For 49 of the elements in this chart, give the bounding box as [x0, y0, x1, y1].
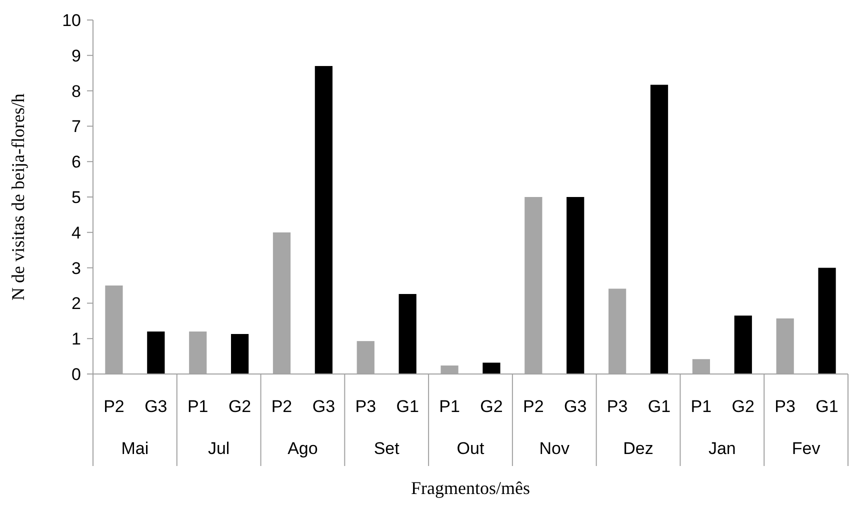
x-tick-label: P2: [104, 397, 124, 416]
bar: [566, 197, 584, 374]
x-tick-label: G1: [816, 397, 838, 416]
x-tick-label: P2: [523, 397, 544, 416]
x-tick-label: P3: [774, 397, 796, 416]
x-tick-label: P2: [271, 397, 292, 416]
y-tick-label: 0: [72, 364, 81, 384]
x-tick-label: G3: [312, 397, 336, 416]
x-tick-label: P3: [355, 397, 376, 416]
bar: [230, 334, 249, 374]
bar: [818, 268, 836, 374]
bar: [734, 316, 752, 374]
y-tick-label: 10: [62, 10, 81, 30]
y-axis-title: N de visitas de beija-flores/h: [8, 94, 28, 300]
y-tick-label: 6: [72, 152, 81, 172]
y-tick-label: 9: [72, 46, 81, 66]
x-tick-label: G3: [144, 397, 168, 416]
x-tick-label: G2: [480, 397, 503, 416]
text: Ago: [288, 439, 318, 458]
y-tick-label: 4: [72, 223, 81, 242]
x-axis-title: Fragmentos/mês: [411, 478, 530, 498]
y-tick-label: 5: [72, 188, 81, 207]
x-tick-label: P1: [439, 397, 460, 416]
bar: [147, 332, 165, 374]
bar: [650, 84, 668, 374]
y-tick-label: 8: [72, 82, 81, 101]
x-tick-label: G2: [228, 397, 252, 416]
x-tick-label: P1: [187, 397, 208, 416]
y-tick-label: 1: [72, 330, 81, 349]
x-tick-label: P1: [690, 397, 712, 416]
bar: [482, 362, 500, 374]
text: Set: [374, 439, 400, 458]
text: Jul: [208, 439, 230, 458]
x-tick-label: G3: [564, 397, 587, 416]
bar: [314, 66, 333, 374]
x-tick-label: G1: [648, 397, 671, 416]
text: Fev: [792, 439, 821, 458]
y-tick-label: 7: [72, 117, 81, 136]
text: Out: [456, 439, 484, 458]
x-tick-label: G2: [732, 397, 754, 416]
text: Dez: [623, 439, 654, 458]
bar: [398, 294, 416, 374]
y-tick-label: 2: [72, 294, 81, 314]
text: Mai: [121, 439, 149, 458]
x-tick-label: G1: [396, 397, 419, 416]
text: Jan: [708, 439, 736, 458]
y-tick-label: 3: [72, 258, 81, 278]
x-tick-label: P3: [606, 397, 628, 416]
text: Nov: [539, 439, 570, 458]
